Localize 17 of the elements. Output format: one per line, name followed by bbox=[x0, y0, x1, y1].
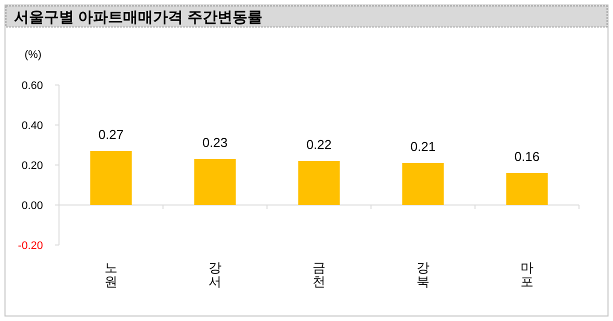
y-tick-label: 0.40 bbox=[22, 120, 43, 132]
y-tick-label: 0.00 bbox=[22, 200, 43, 212]
ylabel: (%) bbox=[24, 49, 42, 61]
y-tick-label: 0.60 bbox=[22, 80, 43, 92]
data-label: 0.27 bbox=[98, 127, 124, 142]
category: 마포 bbox=[520, 260, 534, 289]
category: 금천 bbox=[312, 260, 326, 289]
data-label: 0.16 bbox=[514, 149, 540, 164]
y-tick-label: -0.20 bbox=[18, 240, 43, 252]
data-label: 0.22 bbox=[306, 137, 332, 152]
category: 강서 bbox=[208, 260, 222, 289]
category: 강북 bbox=[416, 260, 430, 289]
category: 노원 bbox=[104, 260, 118, 289]
data-label: 0.23 bbox=[202, 135, 228, 150]
title: 서울구별 아파트매매가격 주간변동률 bbox=[14, 9, 262, 26]
data-label: 0.21 bbox=[410, 139, 436, 154]
y-tick-label: 0.20 bbox=[22, 160, 43, 172]
